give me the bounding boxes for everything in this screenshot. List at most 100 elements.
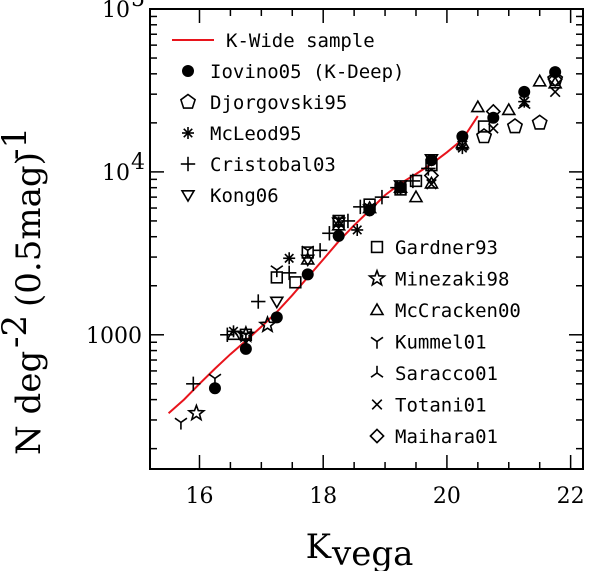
legend-label-mccracken00: McCracken00 [395, 300, 521, 322]
legend-marker-gardner93 [370, 240, 384, 254]
legend-label-maihara01: Maihara01 [395, 426, 498, 448]
marker-pentagon [531, 114, 548, 130]
data-point-cristobal03 [312, 243, 328, 258]
legend-label-minezaki98: Minezaki98 [395, 269, 509, 291]
data-point-maihara01 [423, 167, 440, 184]
y-tick-label: 10 [102, 161, 130, 186]
data-point-kong06 [238, 332, 254, 346]
plot-frame [149, 8, 584, 470]
marker-stroke [371, 399, 383, 410]
data-point-totani01 [395, 181, 406, 193]
marker-stroke [270, 265, 278, 271]
legend-label-k-wide-sample: K-Wide sample [226, 30, 375, 52]
marker-circle [182, 65, 194, 77]
marker-stroke [369, 202, 377, 208]
marker-triangle-down [238, 332, 254, 346]
data-point-maihara01 [485, 103, 502, 120]
marker-stroke [214, 373, 222, 380]
data-point-gardner93 [425, 158, 438, 172]
data-point-iovino05-k-deep [518, 85, 531, 98]
legend-label-totani01: Totani01 [395, 395, 487, 417]
marker-triangle-down [180, 190, 196, 203]
marker-stroke [239, 329, 247, 336]
marker-stroke [301, 245, 309, 251]
marker-stroke [363, 202, 371, 208]
data-point-totani01 [457, 140, 468, 151]
marker-stroke [208, 373, 216, 380]
marker-stroke [549, 86, 561, 98]
marker-triangle [501, 102, 517, 116]
data-point-iovino05-k-deep [332, 229, 345, 242]
data-point-kong06 [269, 296, 285, 310]
legend-label-saracco01: Saracco01 [395, 363, 498, 385]
marker-square [425, 158, 438, 172]
marker-stroke [376, 336, 384, 343]
legend-label-djorgovski95: Djorgovski95 [210, 92, 347, 114]
marker-stroke [376, 372, 384, 378]
marker-stroke [523, 103, 531, 110]
data-point-gardner93 [477, 120, 491, 133]
data-point-kummel01 [239, 329, 253, 342]
y-axis-label: N deg [9, 351, 49, 455]
data-point-cristobal03 [186, 376, 201, 392]
x-axis-label: K [306, 527, 332, 567]
marker-pentagon [475, 128, 493, 144]
data-point-kummel01 [301, 245, 315, 258]
legend-marker-saracco01 [370, 365, 384, 378]
legend-marker-mccracken00 [369, 302, 385, 316]
data-point-kummel01 [174, 417, 188, 430]
data-point-totani01 [487, 123, 499, 134]
data-point-gardner93 [301, 246, 314, 259]
x-tick-label: 16 [185, 484, 213, 509]
marker-star [257, 314, 278, 334]
marker-triangle [424, 175, 439, 189]
data-point-maihara01 [547, 71, 563, 88]
marker-triangle [470, 99, 486, 113]
data-point-gardner93 [289, 276, 302, 289]
legend-marker-cristobal03 [180, 156, 196, 172]
marker-stroke [183, 128, 193, 138]
data-point-mccracken00 [393, 180, 408, 193]
data-point-mccracken00 [300, 251, 316, 265]
marker-circle [239, 342, 252, 355]
marker-circle [270, 311, 283, 324]
data-point-mccracken00 [424, 175, 439, 189]
y-tick-label: 1000 [86, 324, 142, 349]
marker-stroke [174, 417, 182, 424]
data-point-kummel01 [363, 202, 377, 215]
marker-circle [301, 268, 314, 281]
marker-star [367, 268, 387, 287]
marker-pentagon [506, 118, 524, 134]
marker-diamond [485, 103, 502, 120]
marker-stroke [394, 188, 401, 195]
marker-triangle [393, 180, 408, 193]
legend-marker-totani01 [371, 399, 383, 410]
data-point-mccracken00 [532, 73, 548, 87]
y-tick-exponent: 4 [131, 150, 145, 175]
data-point-djorgovski95 [475, 128, 493, 144]
data-point-totani01 [549, 86, 561, 98]
data-point-minezaki98 [257, 314, 278, 334]
marker-stroke [400, 188, 407, 195]
marker-triangle [408, 189, 424, 203]
marker-stroke [338, 223, 346, 229]
data-layer [167, 66, 564, 430]
data-point-mccracken00 [408, 189, 424, 203]
marker-stroke [370, 372, 378, 378]
marker-stroke [284, 253, 294, 264]
data-point-totani01 [333, 215, 345, 227]
data-point-iovino05-k-deep [301, 268, 314, 281]
data-point-cristobal03 [322, 226, 337, 241]
data-point-mcleod95 [283, 252, 296, 265]
legend-marker-iovino05-k-deep [182, 65, 194, 77]
y-axis-label-unit: (0.5mag) [9, 152, 49, 307]
data-point-djorgovski95 [506, 118, 524, 134]
marker-stroke [276, 265, 284, 271]
legend-marker-djorgovski95 [179, 93, 197, 109]
legend-marker-maihara01 [369, 428, 385, 444]
legend-marker-kong06 [180, 190, 196, 203]
y-axis-label-superscript: -2 [0, 315, 35, 348]
marker-star [186, 403, 207, 422]
x-axis-label-subscript: vega [331, 534, 413, 571]
